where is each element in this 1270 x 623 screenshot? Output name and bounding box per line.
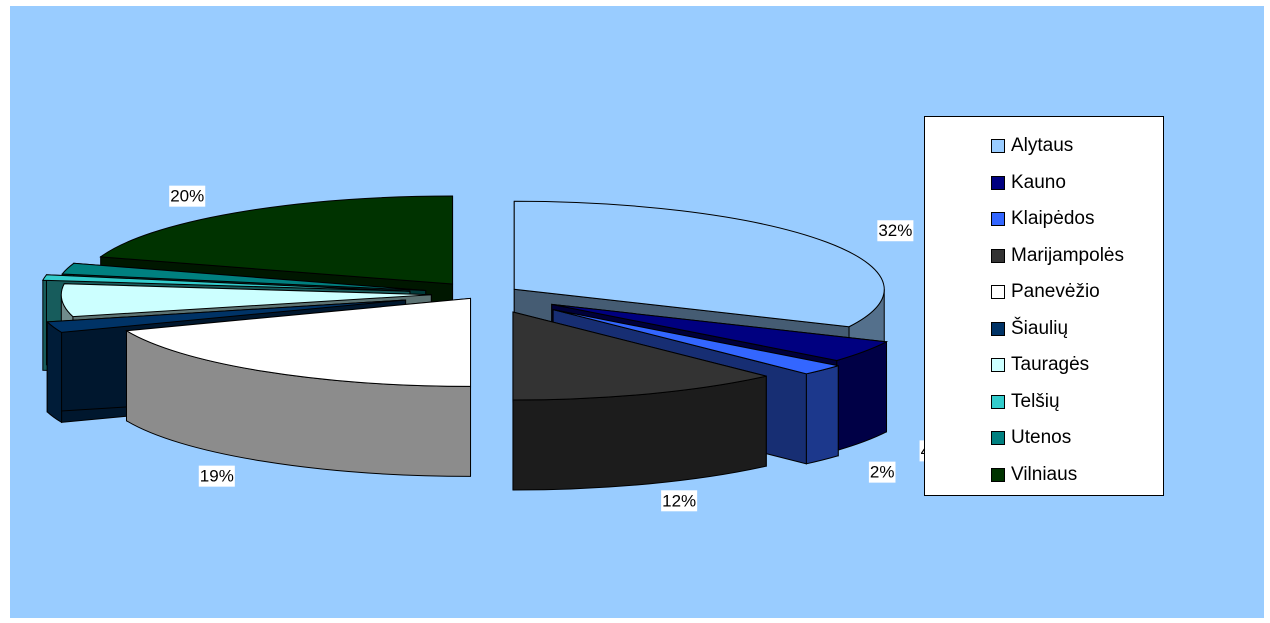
legend-item: Alytaus [991,133,1073,159]
legend-swatch [991,139,1005,153]
legend-label: Kauno [1011,171,1066,193]
pie-data-label: 12% [662,491,696,510]
pie-data-label-bg [661,490,698,512]
legend-swatch [991,431,1005,445]
pie-data-label-bg [169,185,206,207]
legend-label: Tauragės [1011,354,1090,375]
pie-data-label: 20% [170,187,204,206]
legend-swatch [991,394,1005,409]
legend-label: Panevėžio [1011,281,1100,302]
pie-data-label: 2% [870,463,895,482]
legend-item: Utenos [991,425,1071,451]
legend-swatch [991,358,1005,372]
legend-label: Utenos [1011,427,1072,448]
legend-swatch [991,212,1005,226]
legend-label: Alytaus [1011,135,1074,156]
legend: Alytaus Kauno Klaipėdos Marijampolės Panevėž… [924,116,1164,496]
pie-slice-3 [512,311,767,491]
legend-item: Marijampolės [991,243,1124,269]
pie-data-label-bg [868,461,896,483]
legend-item: Tauragės [991,352,1089,378]
pie-slice-4 [124,297,472,477]
legend-label: Šiaulių [1011,317,1069,339]
legend-swatch [991,285,1005,299]
legend-item: Vilniaus [991,462,1077,488]
legend-item: Panevėžio [991,279,1100,305]
legend-item: Kauno [991,170,1066,196]
pie-data-label: 19% [200,467,234,486]
legend-label: Klaipėdos [1011,208,1095,229]
pie-data-label-bg [877,220,914,242]
chart-area: 32%4%2%12%19%2%6%1%2%20% AlytausKaunoKla… [10,6,1264,618]
legend-item: Klaipėdos [991,206,1094,232]
legend-label: Marijampolės [1011,244,1124,266]
legend-item: Šiaulių [991,316,1068,342]
legend-swatch [991,467,1005,482]
pie-data-label: 32% [878,221,912,240]
legend-swatch [991,321,1005,336]
legend-label: Telšių [1011,390,1060,412]
legend-label: Vilniaus [1011,463,1078,485]
legend-swatch [991,175,1005,190]
legend-item: Telšių [991,389,1060,415]
legend-swatch [991,248,1005,263]
pie-data-label-bg [198,465,235,487]
pie-chart: 32%4%2%12%19%2%6%1%2%20% [42,185,947,512]
